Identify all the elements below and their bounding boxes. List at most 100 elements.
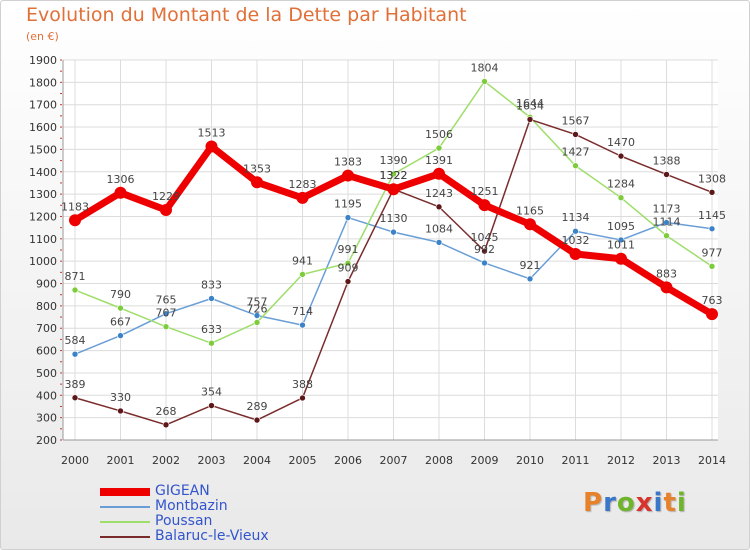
data-label: 289 [247,400,268,413]
data-point [617,236,625,244]
data-point [572,162,579,170]
y-tick-label: 600 [36,345,57,358]
data-label: 1804 [471,61,499,74]
logo-letter: o [616,488,636,518]
data-label: 1322 [380,169,408,182]
y-tick-label: 1300 [29,188,57,201]
y-tick-label: 1400 [29,166,57,179]
x-tick-label: 2000 [61,454,89,467]
chart-subtitle: (en €) [26,30,59,43]
data-point [208,402,215,409]
data-label: 992 [474,243,495,256]
data-label: 1470 [607,136,635,149]
data-point [526,116,534,123]
data-point [390,170,397,178]
data-label: 584 [65,334,86,347]
data-label: 1134 [562,211,590,224]
data-label: 268 [156,405,177,418]
data-point [435,203,443,211]
x-tick-label: 2013 [653,454,681,467]
x-tick-label: 2003 [198,454,226,467]
y-tick-label: 200 [36,434,57,447]
data-point [615,252,627,265]
data-label: 909 [338,262,359,275]
data-label: 388 [292,378,313,391]
data-label: 714 [292,305,313,318]
legend-item: GIGEAN [100,483,360,499]
x-tick-label: 2004 [243,454,271,467]
data-label: 1506 [425,128,453,141]
y-tick-label: 300 [36,412,57,425]
data-label: 1644 [516,97,544,110]
data-label: 1165 [516,204,544,217]
data-point [344,278,352,285]
x-tick-label: 2006 [334,454,362,467]
data-point [569,248,582,261]
x-tick-label: 2005 [289,454,317,467]
y-tick-label: 900 [36,278,57,291]
data-point [342,169,354,182]
data-label: 1130 [380,212,408,225]
data-label: 765 [156,294,177,307]
data-point [162,421,170,429]
data-label: 1173 [653,203,681,216]
data-point [162,310,170,318]
legend-item: Montbazin [100,498,360,514]
x-tick-label: 2007 [380,454,408,467]
data-point [435,144,443,152]
data-point [162,323,170,330]
legend-label: Montbazin [155,498,228,514]
data-point [526,275,534,283]
y-tick-label: 1100 [29,233,57,246]
chart-title: Evolution du Montant de la Dette par Hab… [26,4,467,26]
data-point [708,189,716,196]
data-point [708,263,716,270]
data-label: 991 [338,243,359,256]
data-point [481,78,488,85]
data-point [663,219,670,226]
data-label: 790 [110,288,131,301]
data-label: 1513 [198,127,226,140]
data-label: 1390 [380,154,408,167]
data-label: 389 [65,378,86,391]
data-label: 1243 [425,187,453,200]
logo-letter: i [676,488,687,518]
data-label: 833 [201,279,222,292]
data-point [299,321,306,329]
data-point [253,319,261,326]
data-label: 1183 [61,200,89,213]
data-label: 1095 [607,220,635,233]
data-label: 1283 [289,178,317,191]
data-point [253,416,261,424]
data-label: 1353 [243,162,271,175]
legend-swatch [100,536,150,538]
x-tick-label: 2001 [107,454,135,467]
data-point [117,332,124,339]
data-point [572,131,579,138]
data-label: 1011 [607,239,635,252]
data-label: 1195 [334,198,362,211]
x-tick-label: 2011 [562,454,590,467]
data-point [117,304,124,312]
logo-letter: r [603,488,617,518]
data-point [660,281,673,294]
plot-area [63,60,718,440]
data-label: 707 [156,307,177,320]
data-label: 1114 [653,216,681,229]
data-label: 1084 [425,222,453,235]
data-label: 921 [520,259,541,272]
data-label: 1308 [698,172,726,185]
data-point [251,176,263,189]
legend-swatch [100,521,150,523]
data-label: 633 [201,323,222,336]
legend-item: Poussan [100,513,360,529]
legend-item: Balaruc-le-Vieux [100,528,360,544]
legend-label: Balaruc-le-Vieux [155,528,269,544]
y-tick-label: 1900 [29,54,57,67]
data-point [114,186,127,199]
data-label: 763 [702,294,723,307]
data-point [706,308,718,321]
data-point [208,295,215,302]
data-point [387,183,400,196]
